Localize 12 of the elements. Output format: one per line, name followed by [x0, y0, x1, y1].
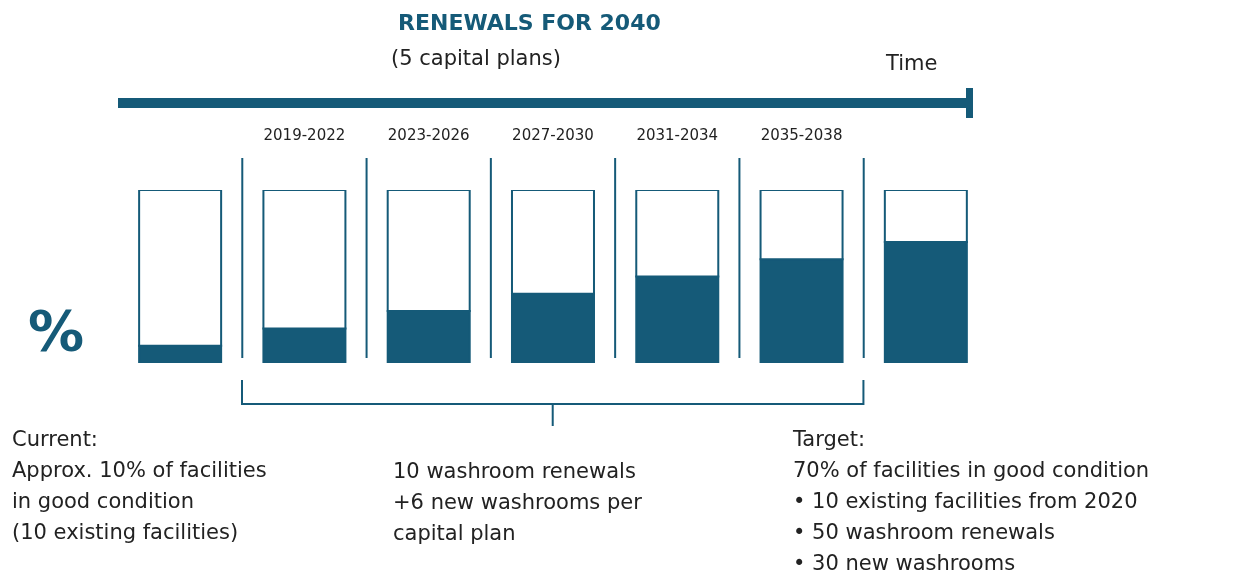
x-tick-label: 2035-2038: [760, 126, 843, 144]
y-axis-title: %: [28, 298, 85, 363]
x-tick-label: 2019-2022: [263, 126, 346, 144]
x-tick-label: 2027-2030: [512, 126, 594, 144]
text: Current: Approx. 10% of facilities in good condition (10 existing facilities): [12, 426, 267, 546]
text: Time: [886, 50, 938, 77]
text: 10 washroom renewals +6 new washrooms per capital plan: [393, 458, 642, 547]
text: Target: 70% of facilities in good condition • 10 existing facilities from 2020 • 50 washroom renewals • 30 new washrooms: [793, 426, 1150, 577]
x-tick-label: 2031-2034: [636, 126, 719, 144]
chart-title: RENEWALS FOR 2040: [398, 10, 661, 35]
x-tick-label: 2023-2026: [387, 126, 470, 144]
chart-subtitle: (5 capital plans): [391, 46, 561, 70]
